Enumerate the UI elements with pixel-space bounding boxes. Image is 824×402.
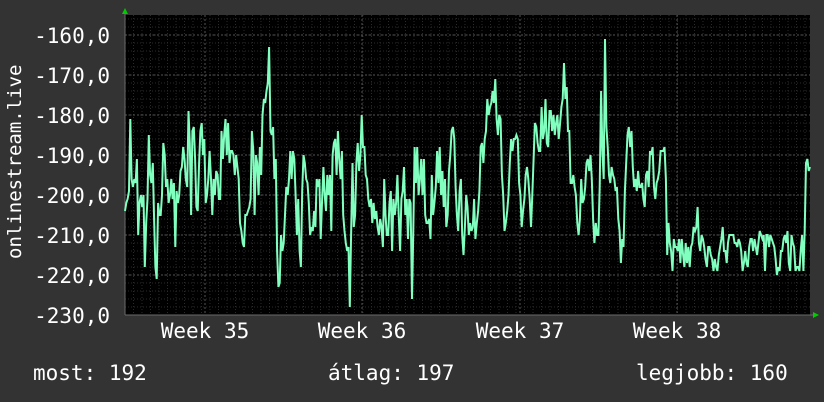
y-axis-label: onlinestream.live bbox=[4, 64, 26, 260]
y-tick-label: -220,0 bbox=[34, 264, 110, 288]
y-tick-label: -180,0 bbox=[34, 104, 110, 128]
x-tick-label: Week 38 bbox=[633, 319, 722, 343]
x-tick-label: Week 37 bbox=[476, 319, 565, 343]
y-tick-label: -200,0 bbox=[34, 184, 110, 208]
plot-area bbox=[125, 15, 810, 315]
y-tick-label: -170,0 bbox=[34, 64, 110, 88]
x-tick-label: Week 36 bbox=[318, 319, 407, 343]
x-tick-label: Week 35 bbox=[161, 319, 250, 343]
stat-best: legjobb: 160 bbox=[636, 361, 788, 385]
y-tick-label: -160,0 bbox=[34, 24, 110, 48]
y-tick-label: -230,0 bbox=[34, 304, 110, 328]
stat-current: most: 192 bbox=[33, 361, 147, 385]
y-tick-label: -190,0 bbox=[34, 144, 110, 168]
y-axis-arrow bbox=[122, 8, 128, 14]
y-tick-label: -210,0 bbox=[34, 224, 110, 248]
stat-average: átlag: 197 bbox=[328, 361, 455, 385]
series-line bbox=[124, 38, 811, 308]
x-axis-arrow bbox=[813, 312, 819, 318]
stats-bar: most: 192 átlag: 197 legjobb: 160 bbox=[0, 361, 824, 387]
